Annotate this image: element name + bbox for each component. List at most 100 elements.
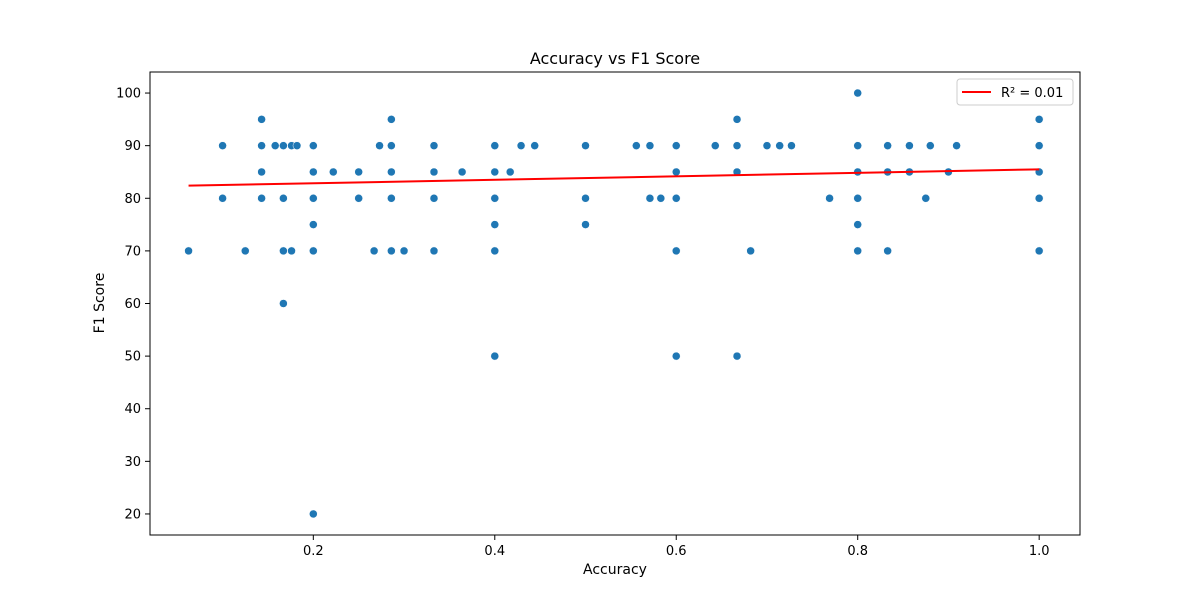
y-tick-label: 90 bbox=[124, 139, 141, 154]
scatter-point bbox=[732, 141, 742, 150]
y-axis-ticks: 20 30 40 50 60 70 80 90 100 bbox=[116, 87, 150, 522]
scatter-point bbox=[218, 141, 227, 150]
scatter-point bbox=[279, 246, 288, 256]
x-axis-label: Accuracy bbox=[583, 562, 647, 578]
scatter-point bbox=[257, 115, 266, 124]
scatter-point bbox=[218, 194, 227, 203]
scatter-point bbox=[309, 509, 318, 519]
scatter-point bbox=[279, 299, 288, 308]
x-tick-label: 0.4 bbox=[484, 544, 505, 559]
scatter-point bbox=[762, 141, 772, 150]
scatter-point bbox=[309, 194, 318, 203]
scatter-point bbox=[926, 141, 935, 150]
scatter-point bbox=[279, 141, 288, 150]
scatter-point bbox=[287, 246, 296, 256]
scatter-point bbox=[279, 194, 288, 203]
y-axis-label: F1 Score bbox=[92, 273, 108, 334]
plot-area-frame bbox=[149, 71, 1081, 536]
data-points bbox=[184, 88, 1044, 519]
scatter-point bbox=[1034, 194, 1044, 203]
scatter-point bbox=[309, 141, 318, 150]
scatter-point bbox=[354, 167, 363, 177]
scatter-point bbox=[711, 141, 720, 150]
scatter-point bbox=[671, 351, 681, 361]
scatter-point bbox=[825, 194, 834, 203]
scatter-point bbox=[387, 141, 396, 150]
scatter-point bbox=[387, 167, 396, 177]
scatter-point bbox=[429, 167, 439, 177]
scatter-point bbox=[270, 141, 280, 150]
scatter-point bbox=[429, 194, 439, 203]
scatter-point bbox=[429, 246, 439, 256]
scatter-point bbox=[581, 141, 590, 150]
scatter-point bbox=[257, 167, 266, 177]
scatter-point bbox=[746, 246, 755, 256]
scatter-point bbox=[257, 141, 266, 150]
scatter-point bbox=[241, 246, 250, 256]
x-tick-label: 1.0 bbox=[1029, 544, 1050, 559]
scatter-point bbox=[645, 194, 655, 203]
y-tick-label: 20 bbox=[124, 507, 141, 522]
scatter-point bbox=[309, 246, 318, 256]
scatter-point bbox=[516, 141, 526, 150]
legend-frame bbox=[956, 78, 1074, 106]
scatter-point bbox=[853, 88, 862, 98]
scatter-point bbox=[883, 141, 892, 150]
scatter-point bbox=[853, 220, 862, 229]
scatter-point bbox=[656, 194, 666, 203]
scatter-point bbox=[505, 167, 515, 177]
x-tick-label: 0.8 bbox=[847, 544, 868, 559]
scatter-point bbox=[853, 194, 862, 203]
scatter-point bbox=[581, 194, 590, 203]
scatter-point bbox=[387, 115, 396, 124]
x-tick-label: 0.2 bbox=[303, 544, 324, 559]
scatter-point bbox=[905, 141, 914, 150]
scatter-point bbox=[671, 246, 681, 256]
y-tick-label: 100 bbox=[116, 87, 141, 102]
scatter-point bbox=[375, 141, 384, 150]
scatter-point bbox=[645, 141, 655, 150]
x-axis-ticks: 0.2 0.4 0.6 0.8 1.0 bbox=[303, 535, 1050, 559]
scatter-point bbox=[354, 194, 363, 203]
scatter-point bbox=[671, 141, 681, 150]
scatter-point bbox=[632, 141, 641, 150]
y-tick-label: 30 bbox=[124, 455, 141, 470]
scatter-point bbox=[457, 167, 467, 177]
scatter-point bbox=[921, 194, 931, 203]
scatter-point bbox=[732, 351, 742, 361]
scatter-point bbox=[387, 246, 396, 256]
scatter-point bbox=[530, 141, 539, 150]
legend: R² = 0.01 bbox=[956, 78, 1074, 106]
scatter-point bbox=[490, 351, 500, 361]
y-tick-label: 80 bbox=[124, 192, 141, 207]
scatter-point bbox=[429, 141, 439, 150]
y-tick-label: 50 bbox=[124, 350, 141, 365]
scatter-point bbox=[883, 246, 892, 256]
scatter-point bbox=[184, 246, 193, 256]
scatter-point bbox=[853, 246, 862, 256]
scatter-point bbox=[490, 141, 500, 150]
scatter-point bbox=[369, 246, 379, 256]
scatter-point bbox=[399, 246, 409, 256]
scatter-point bbox=[387, 194, 396, 203]
scatter-point bbox=[853, 141, 862, 150]
scatter-point bbox=[490, 220, 500, 229]
scatter-point bbox=[1034, 246, 1044, 256]
scatter-point bbox=[309, 220, 318, 229]
trendline-layer bbox=[188, 168, 1040, 187]
scatter-point bbox=[952, 141, 961, 150]
scatter-point bbox=[671, 167, 681, 177]
legend-label: R² = 0.01 bbox=[1001, 86, 1063, 101]
scatter-point bbox=[490, 194, 500, 203]
scatter-point bbox=[775, 141, 784, 150]
scatter-point bbox=[292, 141, 302, 150]
scatter-point bbox=[309, 167, 318, 177]
chart-title: Accuracy vs F1 Score bbox=[530, 49, 700, 68]
y-tick-label: 40 bbox=[124, 402, 141, 417]
x-tick-label: 0.6 bbox=[666, 544, 687, 559]
scatter-point bbox=[490, 167, 500, 177]
scatter-point bbox=[1034, 141, 1044, 150]
scatter-point bbox=[1034, 115, 1044, 124]
y-tick-label: 60 bbox=[124, 297, 141, 312]
scatter-point bbox=[787, 141, 796, 150]
